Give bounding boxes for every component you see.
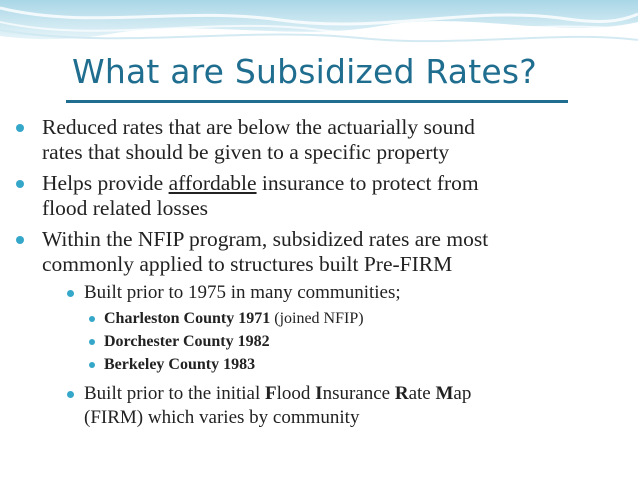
sub-bullet-firm: Built prior to the initial Flood Insuran… [67,382,472,430]
bold-letter: M [435,383,454,404]
bullet-dot-icon [16,124,24,132]
sub-bullet-built-prior-1975: Built prior to 1975 in many communities; [67,281,401,305]
bullet-dot-icon [89,316,95,322]
county-name: Berkeley County 1983 [104,356,256,373]
bullet-text-continued: commonly applied to structures built Pre… [42,251,453,276]
bullet-text: lood [276,383,316,404]
county-item-charleston: Charleston County 1971 (joined NFIP) [89,309,364,329]
bullet-dot-icon [67,290,74,297]
county-item-berkeley: Berkeley County 1983 [89,355,256,375]
bold-letter: I [315,383,323,404]
bullet-dot-icon [16,236,24,244]
slide-title: What are Subsidized Rates? [72,52,537,91]
bullet-nfip-program: Within the NFIP program, subsidized rate… [16,227,489,276]
bullet-text-continued: (FIRM) which varies by community [84,407,360,428]
county-item-dorchester: Dorchester County 1982 [89,332,270,352]
bullet-text: nsurance [322,383,395,404]
bullet-text: Within the NFIP program, subsidized rate… [42,227,489,251]
header-wave-decoration [0,0,638,62]
bullet-text: Reduced rates that are below the actuari… [42,115,475,139]
county-note: (joined NFIP) [270,310,364,327]
bullet-dot-icon [67,391,74,398]
bullet-text: insurance to protect from [256,171,479,195]
bullet-text-continued: rates that should be given to a specific… [42,139,450,164]
bullet-text: Built prior to the initial [84,383,266,404]
bullet-affordable: Helps provide affordable insurance to pr… [16,171,479,220]
bullet-text: ate [408,383,436,404]
bullet-dot-icon [89,362,95,368]
county-name: Charleston County 1971 [104,310,271,327]
title-underline [66,100,568,103]
county-name: Dorchester County 1982 [104,333,270,350]
bullet-text-continued: flood related losses [42,195,208,220]
bullet-text: Built prior to 1975 in many communities; [84,282,401,303]
bullet-text: Helps provide [42,171,169,195]
bold-letter: R [394,383,409,404]
underlined-word: affordable [168,171,257,195]
bullet-dot-icon [16,180,24,188]
bullet-text: ap [453,383,472,404]
bullet-reduced-rates: Reduced rates that are below the actuari… [16,115,475,164]
bullet-dot-icon [89,339,95,345]
bold-letter: F [265,383,277,404]
